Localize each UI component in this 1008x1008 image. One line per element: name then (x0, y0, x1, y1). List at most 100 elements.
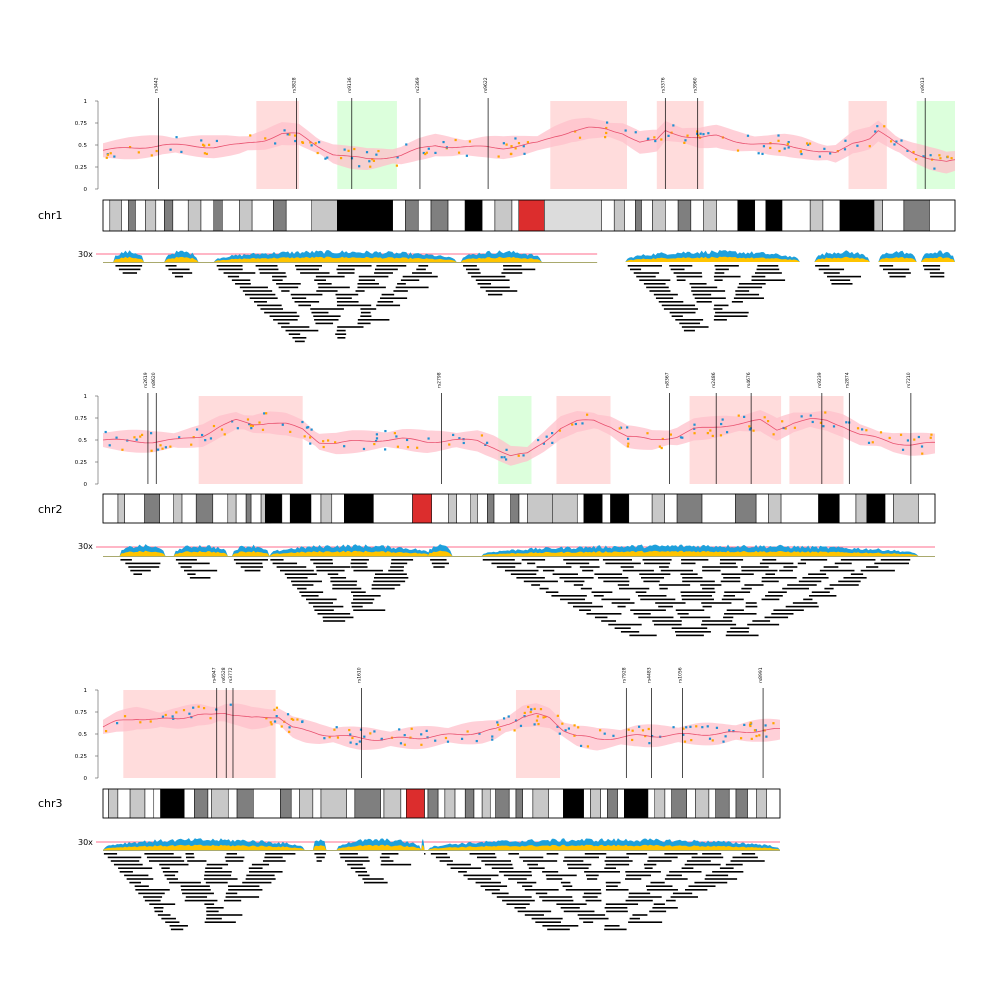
karyotype-band (652, 199, 666, 232)
feature-segment (681, 595, 713, 597)
karyotype-band (495, 788, 510, 819)
feature-segment (310, 559, 333, 561)
feature-segment (281, 326, 310, 328)
allele-frequency-point (764, 724, 767, 727)
allele-frequency-point (510, 152, 513, 155)
allele-frequency-point (462, 441, 465, 445)
coverage-depth-low (269, 550, 432, 556)
feature-segment (834, 562, 852, 565)
allele-frequency-point (685, 726, 688, 729)
feature-segment (314, 609, 334, 611)
karyotype-band (695, 788, 710, 819)
allele-frequency-point (573, 724, 576, 727)
allele-frequency-point (769, 142, 772, 145)
karyotype-band (183, 788, 195, 819)
allele-frequency-point (748, 723, 752, 726)
feature-segment (579, 609, 591, 611)
allele-frequency-point (527, 705, 530, 709)
feature-segment (691, 856, 724, 859)
feature-segment (644, 867, 653, 869)
feature-segment (119, 871, 133, 873)
feature-segment (313, 562, 333, 565)
allele-frequency-point (395, 435, 398, 438)
feature-segment (632, 914, 648, 916)
feature-segment (604, 925, 620, 927)
trend-line (102, 713, 780, 741)
karyotype-band (417, 199, 432, 232)
karyotype-band (481, 199, 496, 232)
allele-frequency-point (446, 740, 450, 743)
feature-segment (723, 595, 736, 597)
feature-segment (277, 322, 290, 325)
allele-frequency-point (933, 167, 936, 170)
feature-segment (388, 569, 404, 572)
feature-segment (887, 272, 911, 274)
coverage-depth-low (213, 256, 457, 262)
coverage-depth-low (814, 256, 870, 262)
feature-segment (235, 562, 263, 565)
feature-segment (724, 591, 751, 593)
allele-frequency-point (178, 436, 181, 439)
feature-segment (144, 899, 161, 902)
allele-frequency-point (736, 149, 740, 152)
allele-frequency-point (263, 412, 266, 415)
feature-segment (358, 275, 389, 278)
karyotype-band (160, 788, 185, 819)
allele-frequency-point (819, 421, 823, 424)
feature-segment (637, 595, 667, 597)
feature-segment (724, 613, 757, 615)
feature-segment (684, 863, 721, 866)
allele-frequency-point (638, 725, 641, 728)
feature-segment (315, 275, 345, 278)
allele-frequency-point (748, 425, 751, 428)
feature-segment (675, 319, 704, 321)
feature-segment (681, 867, 694, 869)
snp-marker-label: rs7210 (906, 372, 912, 388)
karyotype-band (716, 199, 738, 232)
allele-frequency-point (250, 427, 253, 430)
feature-segment (646, 889, 678, 891)
feature-segment (715, 311, 749, 314)
allele-frequency-point (762, 145, 766, 148)
feature-segment (700, 584, 722, 586)
feature-segment (481, 860, 512, 862)
feature-segment (840, 559, 876, 561)
allele-frequency-point (533, 723, 536, 726)
allele-frequency-point (343, 148, 346, 151)
allele-frequency-point (686, 134, 689, 137)
feature-segment (288, 333, 301, 335)
feature-segment (566, 562, 590, 565)
feature-segment (683, 329, 695, 332)
feature-segment (450, 867, 482, 869)
feature-segment (402, 275, 438, 278)
feature-segment (180, 885, 210, 887)
allele-frequency-point (180, 150, 183, 154)
feature-segment (720, 580, 741, 583)
feature-segment (226, 853, 238, 855)
feature-segment (779, 569, 793, 572)
feature-segment (314, 319, 339, 321)
feature-segment (205, 881, 228, 884)
feature-segment (641, 577, 665, 579)
feature-segment (430, 853, 448, 855)
feature-segment (418, 265, 429, 267)
coverage-depth-low (481, 550, 919, 556)
feature-segment (726, 609, 744, 611)
allele-frequency-point (246, 418, 250, 421)
allele-frequency-point (310, 144, 313, 147)
coverage-label: 30x (78, 542, 93, 551)
allele-frequency-point (627, 728, 630, 731)
allele-frequency-point (434, 739, 437, 742)
allele-frequency-point (369, 732, 372, 735)
allele-frequency-point (653, 136, 656, 139)
allele-frequency-point (322, 440, 325, 443)
feature-segment (628, 896, 662, 898)
feature-segment (376, 304, 401, 307)
allele-frequency-point (169, 148, 172, 151)
allele-frequency-point (478, 732, 481, 735)
karyotype-band (312, 788, 322, 819)
allele-frequency-point (586, 413, 589, 416)
feature-segment (638, 616, 674, 619)
allele-frequency-point (264, 137, 267, 140)
feature-segment (563, 910, 595, 913)
